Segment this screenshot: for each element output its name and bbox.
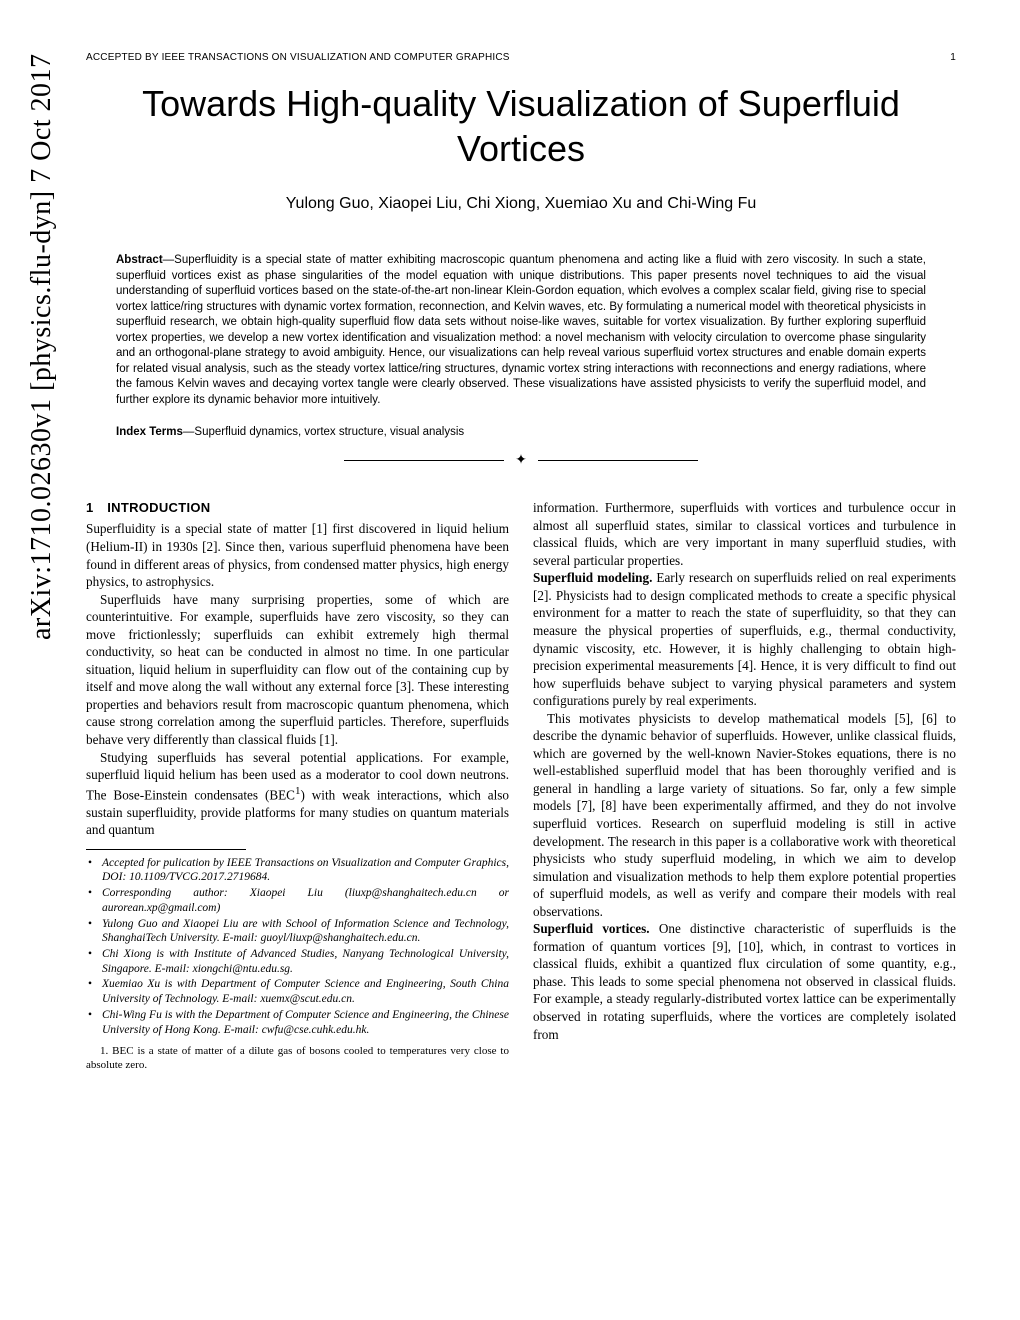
index-terms-text: —Superfluid dynamics, vortex structure, … bbox=[183, 426, 464, 438]
right-para-4: Superfluid vortices. One distinctive cha… bbox=[533, 920, 956, 1043]
left-column: 1 INTRODUCTION Superfluidity is a special… bbox=[86, 499, 509, 1073]
page-number: 1 bbox=[950, 52, 956, 63]
section-heading-1: 1 INTRODUCTION bbox=[86, 499, 509, 516]
footnote-separator bbox=[86, 849, 246, 850]
footnote-1: 1. BEC is a state of matter of a dilute … bbox=[86, 1045, 509, 1073]
intro-para-1: Superfluidity is a special state of matt… bbox=[86, 520, 509, 590]
right-p4-text: One distinctive characteristic of superf… bbox=[533, 921, 956, 1041]
divider-glyph: ✦ bbox=[515, 453, 527, 468]
index-terms-label: Index Terms bbox=[116, 426, 183, 438]
affil-item: Chi-Wing Fu is with the Department of Co… bbox=[86, 1008, 509, 1037]
abstract-text: —Superfluidity is a special state of mat… bbox=[116, 254, 926, 406]
divider-line-left bbox=[344, 460, 504, 461]
abstract-label: Abstract bbox=[116, 254, 163, 266]
affil-item: Chi Xiong is with Institute of Advanced … bbox=[86, 947, 509, 976]
right-para-3: This motivates physicists to develop mat… bbox=[533, 710, 956, 921]
intro-para-3: Studying superfluids has several potenti… bbox=[86, 749, 509, 839]
affil-item: Yulong Guo and Xiaopei Liu are with Scho… bbox=[86, 917, 509, 946]
section-number: 1 bbox=[86, 500, 93, 515]
subhead-vortices: Superfluid vortices. bbox=[533, 921, 650, 936]
running-head-left: ACCEPTED BY IEEE TRANSACTIONS ON VISUALI… bbox=[86, 52, 510, 63]
abstract: Abstract—Superfluidity is a special stat… bbox=[116, 253, 926, 408]
affil-item: Corresponding author: Xiaopei Liu (liuxp… bbox=[86, 886, 509, 915]
arxiv-stamp: arXiv:1710.02630v1 [physics.flu-dyn] 7 O… bbox=[26, 53, 58, 640]
right-para-2: Superfluid modeling. Early research on s… bbox=[533, 569, 956, 709]
right-p2-text: Early research on superfluids relied on … bbox=[533, 570, 956, 708]
section-divider: ✦ bbox=[86, 452, 956, 469]
section-title: INTRODUCTION bbox=[107, 500, 210, 515]
paper-title: Towards High-quality Visualization of Su… bbox=[86, 81, 956, 171]
divider-line-right bbox=[538, 460, 698, 461]
right-para-1: information. Furthermore, superfluids wi… bbox=[533, 499, 956, 569]
right-column: information. Furthermore, superfluids wi… bbox=[533, 499, 956, 1073]
intro-para-2: Superfluids have many surprising propert… bbox=[86, 591, 509, 749]
two-column-body: 1 INTRODUCTION Superfluidity is a special… bbox=[86, 499, 956, 1073]
affiliations-list: Accepted for pulication by IEEE Transact… bbox=[86, 856, 509, 1038]
authors-line: Yulong Guo, Xiaopei Liu, Chi Xiong, Xuem… bbox=[86, 195, 956, 213]
subhead-modeling: Superfluid modeling. bbox=[533, 570, 652, 585]
affil-item: Xuemiao Xu is with Department of Compute… bbox=[86, 977, 509, 1006]
running-head: ACCEPTED BY IEEE TRANSACTIONS ON VISUALI… bbox=[86, 52, 956, 63]
index-terms: Index Terms—Superfluid dynamics, vortex … bbox=[116, 426, 926, 438]
page-content: ACCEPTED BY IEEE TRANSACTIONS ON VISUALI… bbox=[86, 52, 956, 1073]
affil-item: Accepted for pulication by IEEE Transact… bbox=[86, 856, 509, 885]
